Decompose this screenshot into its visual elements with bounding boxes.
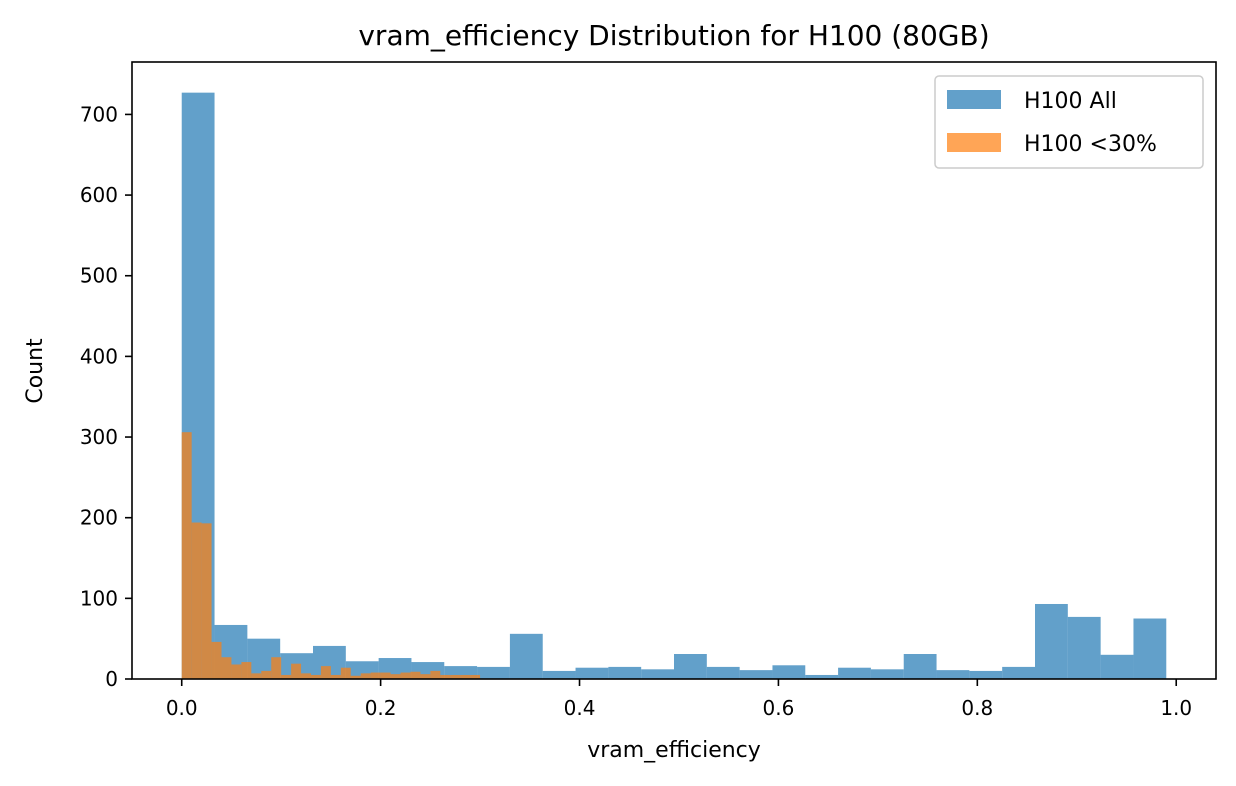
legend-label-h100-under-30: H100 <30%	[1024, 132, 1157, 157]
bar-h100-under-30-11	[291, 663, 302, 679]
bar-h100-under-30-7	[251, 673, 262, 679]
bar-h100-under-30-25	[430, 670, 441, 679]
bar-h100-all-15	[674, 654, 707, 679]
bar-h100-under-30-2	[201, 523, 212, 679]
x-tick-label: 0.6	[763, 696, 795, 720]
bar-h100-all-12	[575, 667, 609, 679]
bar-h100-all-16	[706, 666, 740, 679]
bar-h100-under-30-3	[211, 641, 222, 679]
legend-swatch-h100-all	[947, 90, 1001, 109]
bar-h100-under-30-4	[221, 657, 232, 679]
bar-h100-under-30-6	[241, 662, 252, 679]
bar-h100-all-11	[542, 670, 576, 679]
bar-h100-under-30-17	[350, 675, 361, 679]
y-tick-label: 200	[80, 506, 118, 530]
y-tick-label: 0	[105, 667, 118, 691]
x-tick-label: 0.0	[166, 696, 198, 720]
y-tick-label: 600	[80, 183, 118, 207]
bar-h100-under-30-20	[380, 672, 391, 679]
bar-h100-under-30-10	[281, 674, 292, 679]
bar-h100-all-14	[641, 669, 674, 679]
bar-h100-all-18	[772, 665, 806, 679]
bar-h100-under-30-26	[440, 674, 451, 679]
bar-h100-under-30-21	[390, 674, 401, 679]
bar-h100-under-30-23	[410, 671, 421, 679]
legend-frame	[934, 75, 1204, 169]
x-tick-label: 0.4	[564, 696, 596, 720]
bar-h100-under-30-16	[340, 667, 351, 679]
bar-h100-all-25	[1002, 666, 1035, 679]
x-axis: 0.0 0.2 0.4 0.6 0.8 1.0	[166, 679, 1192, 720]
legend-swatch-h100-under-30	[947, 133, 1001, 152]
bar-h100-under-30-9	[271, 657, 282, 679]
y-tick-label: 700	[80, 102, 118, 126]
bar-h100-under-30-1	[191, 522, 202, 679]
bar-h100-all-13	[608, 666, 642, 679]
bar-h100-under-30-12	[301, 673, 311, 679]
bar-h100-all-22	[903, 654, 937, 679]
chart-title: vram_efficiency Distribution for H100 (8…	[358, 19, 989, 52]
bar-h100-under-30-5	[231, 664, 242, 679]
y-tick-label: 500	[80, 264, 118, 288]
bar-h100-all-9	[477, 666, 510, 679]
bar-h100-under-30-29	[470, 674, 481, 679]
legend-label-h100-all: H100 All	[1024, 89, 1117, 114]
bar-h100-under-30-19	[370, 672, 381, 679]
bar-h100-under-30-18	[360, 673, 371, 679]
y-axis-label: Count	[23, 338, 48, 404]
bar-h100-all-10	[509, 633, 543, 679]
bar-h100-all-24	[969, 670, 1003, 679]
legend: H100 All H100 <30%	[934, 75, 1204, 169]
bar-h100-under-30-14	[320, 666, 331, 679]
bar-h100-all-21	[870, 669, 904, 679]
x-tick-label: 0.8	[961, 696, 993, 720]
bar-h100-under-30-27	[450, 674, 461, 679]
bar-h100-all-28	[1100, 654, 1134, 679]
y-tick-label: 100	[80, 586, 118, 610]
x-tick-label: 0.2	[365, 696, 397, 720]
x-axis-label: vram_efficiency	[587, 738, 761, 763]
bar-h100-all-29	[1133, 618, 1167, 679]
bar-h100-all-23	[936, 670, 970, 679]
y-tick-label: 400	[80, 344, 118, 368]
bar-h100-all-17	[739, 670, 773, 679]
bar-h100-under-30-22	[400, 672, 411, 679]
y-axis: 0 100 200 300 400 500 600 700	[80, 102, 132, 691]
bar-h100-under-30-28	[460, 674, 471, 679]
plot-area-frame	[131, 61, 1217, 680]
bar-h100-all-27	[1067, 616, 1101, 679]
bar-h100-all-26	[1035, 603, 1068, 679]
bar-h100-under-30-24	[420, 674, 431, 679]
bar-h100-all-19	[805, 674, 839, 679]
bars-layer	[181, 92, 1167, 679]
bar-h100-under-30-8	[261, 670, 272, 679]
bar-h100-under-30-0	[181, 432, 192, 679]
bar-h100-under-30-13	[311, 674, 321, 679]
bar-h100-all-20	[838, 667, 871, 679]
x-tick-label: 1.0	[1160, 696, 1192, 720]
bar-h100-under-30-15	[330, 674, 341, 679]
y-tick-label: 300	[80, 425, 118, 449]
